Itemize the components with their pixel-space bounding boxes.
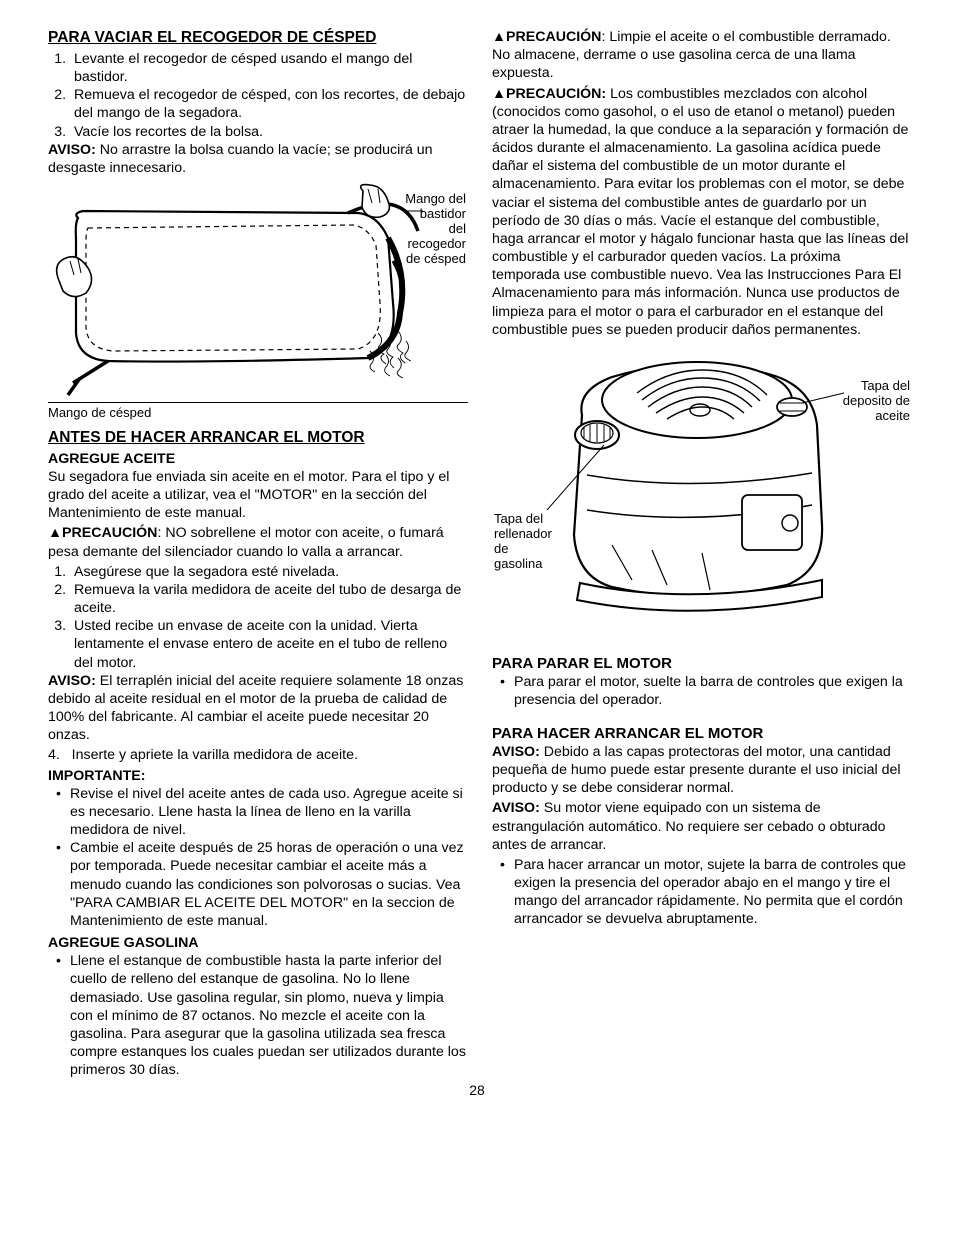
subheading: AGREGUE GASOLINA <box>48 934 468 952</box>
svg-text:Tapa del: Tapa del <box>494 511 543 526</box>
list-item: Revise el nivel del aceite antes de cada… <box>48 785 468 840</box>
list-item: Levante el recogedor de césped usando el… <box>70 50 468 86</box>
bullet-list: Para parar el motor, suelte la barra de … <box>492 673 912 709</box>
item-number: 4. <box>48 747 60 763</box>
aviso-text: Debido a las capas protectoras del mo­to… <box>492 744 901 796</box>
aviso-paragraph: AVISO: Su motor viene equipado con un si… <box>492 799 912 854</box>
aviso-text: El terraplén inicial del aceite requiere… <box>48 673 463 744</box>
page-number: 28 <box>48 1082 906 1098</box>
warning-paragraph: ▲PRECAUCIÓN: Los combustibles mezclados … <box>492 85 912 339</box>
warning-paragraph: ▲PRECAUCIÓN: Limpie el aceite o el combu… <box>492 28 912 83</box>
list-item: Para parar el motor, suelte la barra de … <box>492 673 912 709</box>
list-item: Llene el estanque de combustible hasta l… <box>48 952 468 1079</box>
figure-label: recogedor <box>407 236 466 251</box>
svg-text:gasolina: gasolina <box>494 556 543 571</box>
list-item: Para hacer arrancar un motor, sujete la … <box>492 856 912 929</box>
aviso-text: No arrastre la bolsa cuando la vacíe; se… <box>48 142 433 176</box>
warning-text: Los combustibles mezclados con alcohol (… <box>492 86 908 338</box>
figure-label: del <box>449 221 466 236</box>
paragraph: Su segadora fue enviada sin aceite en el… <box>48 468 468 523</box>
ordered-list: Levante el recogedor de césped usando el… <box>48 50 468 141</box>
list-item: Remueva la varila medidora de aceite del… <box>70 581 468 617</box>
section-heading: PARA VACIAR EL RECOGEDOR DE CÉSPED <box>48 28 468 48</box>
bullet-list: Para hacer arrancar un motor, sujete la … <box>492 856 912 929</box>
warning-icon: ▲ <box>492 85 506 103</box>
bullet-list: Llene el estanque de combustible hasta l… <box>48 952 468 1079</box>
section-heading: ANTES DE HACER ARRANCAR EL MOTOR <box>48 428 468 448</box>
list-item: Cambie el aceite después de 25 horas de … <box>48 839 468 930</box>
warning-label: PRECAUCIÓN <box>506 29 601 45</box>
svg-text:aceite: aceite <box>875 408 910 423</box>
item-text: Inserte y apriete la varilla medidora de… <box>72 747 358 763</box>
warning-icon: ▲ <box>492 28 506 46</box>
figure-engine: Tapa del deposito de aceite Tapa del rel… <box>492 345 912 630</box>
svg-text:de: de <box>494 541 508 556</box>
ordered-list: Asegúrese que la segadora esté nivelada.… <box>48 563 468 672</box>
warning-label: PRECAUCIÓN: <box>506 86 606 102</box>
left-column: PARA VACIAR EL RECOGEDOR DE CÉSPED Levan… <box>48 28 468 1080</box>
list-item: Vacíe los recortes de la bolsa. <box>70 123 468 141</box>
figure-caption: Mango de césped <box>48 405 468 422</box>
section-heading: PARA HACER ARRANCAR EL MOTOR <box>492 724 912 743</box>
bullet-list: Revise el nivel del aceite antes de cada… <box>48 785 468 930</box>
aviso-paragraph: AVISO: No arrastre la bolsa cuando la va… <box>48 141 468 177</box>
aviso-paragraph: AVISO: El terraplén inicial del aceite r… <box>48 672 468 745</box>
figure-label: bastidor <box>420 206 467 221</box>
aviso-label: AVISO: <box>48 142 96 158</box>
warning-label: PRECAUCIÓN <box>62 525 157 541</box>
list-item-continued: 4. Inserte y apriete la varilla medidora… <box>48 746 468 764</box>
aviso-paragraph: AVISO: Debido a las capas protectoras de… <box>492 743 912 798</box>
figure-grass-catcher: Mango del bastidor del recogedor de césp… <box>48 183 468 422</box>
aviso-label: AVISO: <box>492 800 540 816</box>
subheading: IMPORTANTE: <box>48 767 468 785</box>
aviso-label: AVISO: <box>492 744 540 760</box>
svg-text:Tapa del: Tapa del <box>861 378 910 393</box>
list-item: Remueva el recogedor de césped, con los … <box>70 86 468 122</box>
warning-icon: ▲ <box>48 524 62 542</box>
right-column: ▲PRECAUCIÓN: Limpie el aceite o el combu… <box>492 28 912 1080</box>
svg-text:deposito de: deposito de <box>843 393 910 408</box>
aviso-label: AVISO: <box>48 673 96 689</box>
figure-label: de césped <box>406 251 466 266</box>
section-heading: PARA PARAR EL MOTOR <box>492 654 912 673</box>
subheading: AGREGUE ACEITE <box>48 450 468 468</box>
svg-text:rellenador: rellenador <box>494 526 552 541</box>
list-item: Asegúrese que la segadora esté nivelada. <box>70 563 468 581</box>
figure-label: Mango del <box>405 191 466 206</box>
list-item: Usted recibe un envase de aceite con la … <box>70 617 468 672</box>
aviso-text: Su motor viene equipado con un sistema d… <box>492 800 886 852</box>
warning-paragraph: ▲PRECAUCIÓN: NO sobrellene el motor con … <box>48 524 468 560</box>
